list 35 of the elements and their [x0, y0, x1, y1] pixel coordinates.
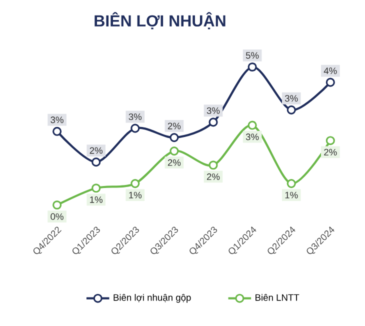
- point: [170, 146, 179, 156]
- point: [52, 126, 62, 136]
- point: [52, 200, 62, 210]
- point: [326, 78, 335, 87]
- data-label: 2%: [168, 159, 181, 166]
- point: [170, 133, 179, 142]
- point: [248, 62, 257, 72]
- data-label: 1%: [90, 196, 103, 203]
- data-label: 3%: [206, 107, 220, 114]
- legend-label: Biên LNTT: [256, 294, 300, 301]
- data-label: 0%: [50, 213, 64, 220]
- chart-title: BIÊN LỢI NHUẬN: [94, 12, 226, 30]
- data-label: 2%: [168, 122, 181, 130]
- point: [130, 124, 140, 133]
- data-label: 2%: [206, 173, 220, 180]
- point: [248, 120, 257, 130]
- point: [92, 158, 101, 167]
- point: [286, 105, 296, 114]
- data-label: 2%: [90, 147, 103, 154]
- data-label: 3%: [284, 95, 298, 102]
- point: [208, 118, 218, 127]
- point: [208, 160, 218, 170]
- point: [130, 179, 140, 188]
- data-label: 2%: [324, 148, 337, 156]
- data-label: 5%: [246, 52, 259, 59]
- data-label: 3%: [246, 134, 259, 140]
- legend-label: Biên lợi nhuận gộp: [114, 294, 191, 303]
- point: [326, 136, 335, 146]
- point: [286, 179, 296, 188]
- data-label: 1%: [129, 192, 142, 198]
- data-label: 3%: [128, 113, 142, 120]
- point: [92, 184, 101, 193]
- data-label: 1%: [285, 192, 298, 198]
- data-label: 4%: [324, 68, 337, 74]
- data-label: 3%: [50, 116, 64, 124]
